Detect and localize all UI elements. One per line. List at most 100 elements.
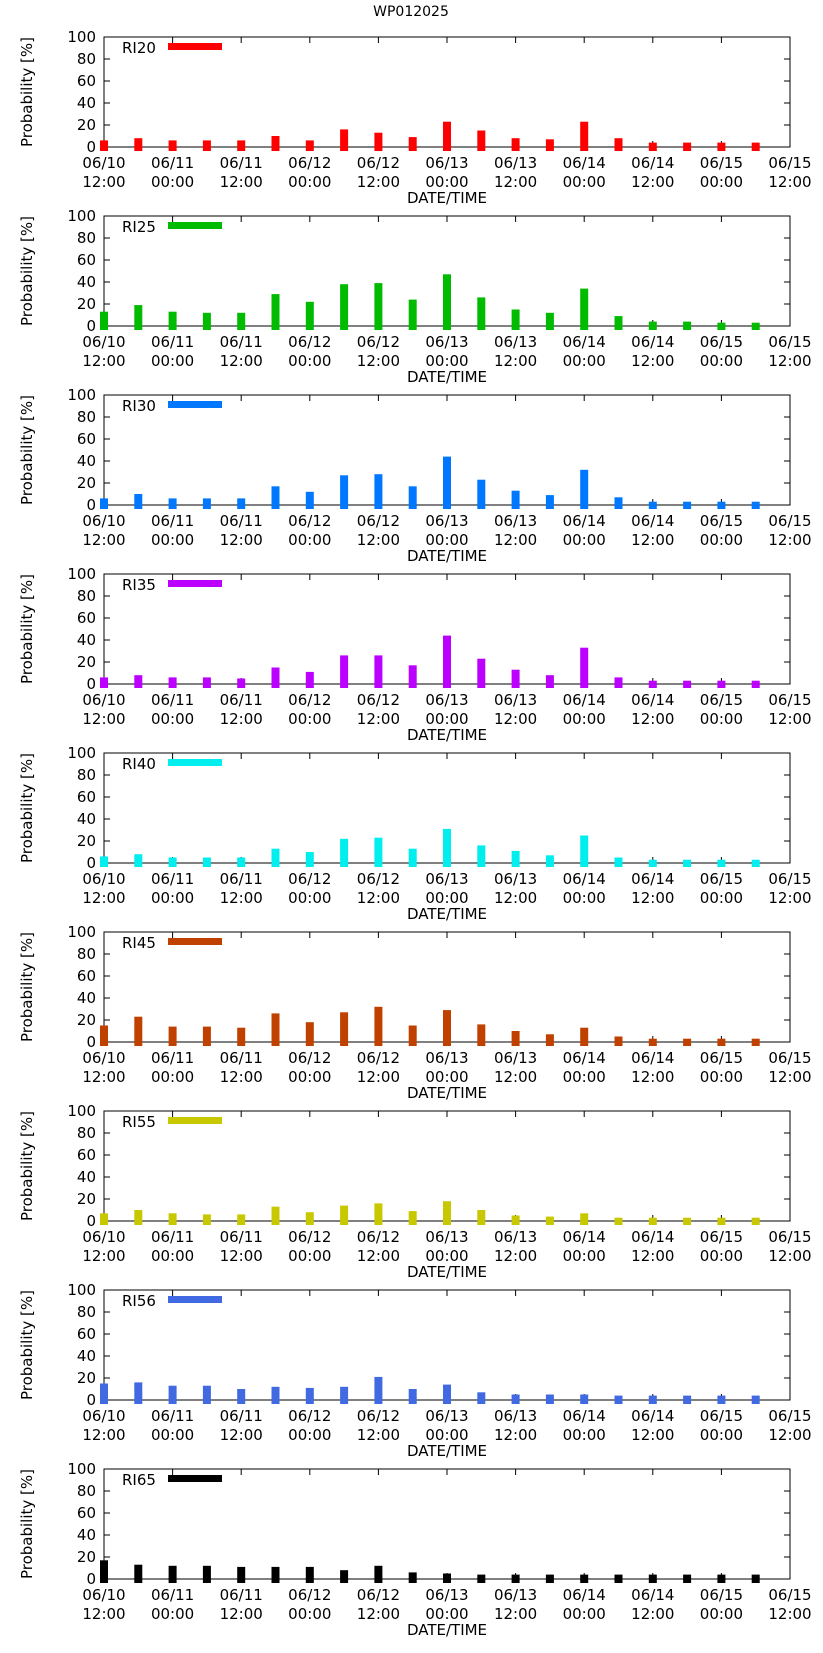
legend-swatch [168,580,222,587]
x-tick-label-time: 00:00 [700,1247,743,1265]
x-tick-label-time: 00:00 [425,1247,468,1265]
y-tick-label: 100 [67,1281,96,1299]
bar-ri55-17 [683,1217,692,1225]
y-tick-label: 100 [67,207,96,225]
bar-ri35-10 [443,635,451,688]
x-tick-label-date: 06/14 [563,1586,606,1604]
bar-ri30-18 [717,501,726,509]
bar-ri40-7 [340,838,349,867]
y-tick-label: 20 [77,1548,96,1566]
bar-ri65-3 [202,1565,211,1583]
bar-ri25-4 [237,312,246,330]
legend-label: RI35 [122,576,156,594]
bar-ri30-12 [511,490,520,509]
bar-ri55-7 [340,1205,349,1225]
x-tick-label-time: 00:00 [563,1605,606,1623]
bar-ri56-10 [443,1384,451,1404]
legend-swatch [168,1475,222,1482]
x-tick-label-date: 06/12 [288,691,331,709]
bar-ri65-4 [237,1566,246,1583]
x-tick-label-time: 00:00 [700,352,743,370]
bar-ri65-1 [134,1564,143,1583]
bar-ri30-1 [134,494,143,509]
bar-ri25-10 [443,274,451,330]
bar-ri25-2 [168,311,177,330]
x-tick-label-time: 00:00 [288,710,331,728]
x-tick-label-time: 00:00 [563,1426,606,1444]
bar-ri20-7 [340,129,349,151]
x-tick-label-date: 06/13 [425,691,468,709]
bar-ri20-12 [511,138,520,151]
bar-ri45-4 [237,1027,246,1046]
x-tick-label-date: 06/12 [357,1407,400,1425]
y-tick-label: 0 [86,496,96,514]
x-tick-label-time: 12:00 [357,352,400,370]
x-tick-label-time: 12:00 [220,1605,263,1623]
x-tick-label-date: 06/10 [82,154,125,172]
bar-ri56-19 [751,1395,760,1404]
bar-ri65-0 [100,1560,108,1583]
y-tick-label: 20 [77,474,96,492]
bar-ri20-13 [545,139,554,151]
x-tick-label-date: 06/11 [220,1407,263,1425]
bar-ri56-17 [683,1395,692,1404]
bar-ri56-1 [134,1382,143,1404]
bar-ri55-5 [271,1206,280,1225]
bar-ri55-14 [580,1213,589,1225]
x-tick-label-time: 00:00 [151,531,194,549]
bar-ri35-6 [305,671,314,688]
bar-ri40-19 [751,859,760,867]
bar-ri56-4 [237,1389,246,1404]
bar-ri40-14 [580,835,589,867]
bar-ri65-13 [545,1574,554,1583]
x-tick-label-time: 12:00 [768,889,811,907]
x-tick-label-time: 00:00 [288,173,331,191]
legend-swatch [168,759,222,766]
bar-ri55-19 [751,1217,760,1225]
y-tick-label: 60 [77,1325,96,1343]
x-tick-label-date: 06/14 [631,333,674,351]
bar-ri35-8 [374,655,383,688]
x-tick-label-date: 06/11 [220,1228,263,1246]
x-tick-label-time: 12:00 [82,889,125,907]
bar-ri30-0 [100,498,108,509]
bar-ri40-8 [374,837,383,867]
legend-label: RI30 [122,397,156,415]
bar-ri65-12 [511,1574,520,1583]
x-tick-label-date: 06/15 [700,1049,743,1067]
x-tick-label-time: 00:00 [151,173,194,191]
y-tick-label: 40 [77,452,96,470]
y-tick-label: 40 [77,94,96,112]
legend-label: RI40 [122,755,156,773]
x-tick-label-date: 06/12 [288,154,331,172]
x-tick-label-time: 12:00 [631,173,674,191]
x-tick-label-date: 06/11 [151,333,194,351]
x-tick-label-time: 00:00 [288,1068,331,1086]
x-tick-label-time: 12:00 [768,1068,811,1086]
bar-ri35-17 [683,680,692,688]
page-title: WP012025 [373,4,449,20]
x-tick-label-date: 06/12 [357,1228,400,1246]
bar-ri56-14 [580,1394,589,1404]
x-tick-label-time: 12:00 [494,1605,537,1623]
bar-ri30-9 [408,486,417,509]
x-tick-label-date: 06/10 [82,512,125,530]
bar-ri30-8 [374,474,383,509]
bar-ri30-7 [340,475,349,509]
bar-ri25-14 [580,288,589,330]
bar-ri25-3 [202,312,211,330]
bar-ri65-17 [683,1574,692,1583]
y-axis-title: Probability [%] [18,1290,36,1400]
x-tick-label-date: 06/10 [82,870,125,888]
bar-ri40-17 [683,859,692,867]
x-tick-label-date: 06/13 [494,333,537,351]
x-tick-label-time: 00:00 [151,1068,194,1086]
x-tick-label-time: 12:00 [357,531,400,549]
bar-ri45-3 [202,1026,211,1046]
x-tick-label-date: 06/15 [768,1228,811,1246]
bar-ri30-15 [614,497,623,509]
bar-ri30-10 [443,456,451,509]
x-tick-label-date: 06/11 [151,1407,194,1425]
x-tick-label-date: 06/15 [768,154,811,172]
bar-ri65-19 [751,1574,760,1583]
